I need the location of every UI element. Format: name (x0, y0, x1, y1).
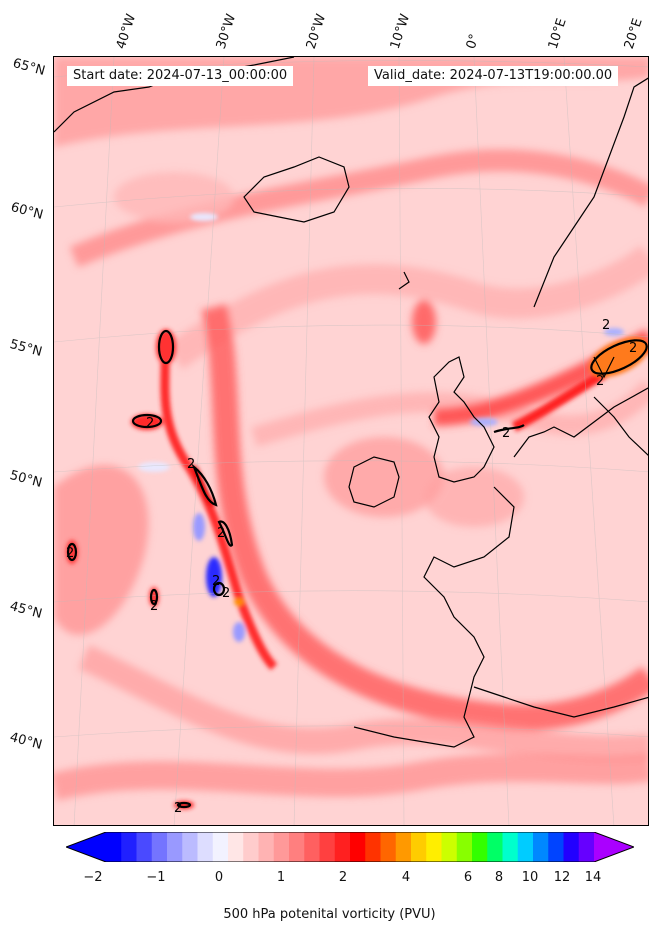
pv-contour (157, 329, 175, 365)
pv-contour (217, 520, 234, 547)
colorbar-segment (548, 832, 564, 862)
colorbar-tick-label: 8 (494, 870, 504, 885)
pv-bands (54, 57, 648, 801)
lon-label: 20°E (621, 16, 646, 51)
contour-label: 2 (66, 546, 74, 561)
map-panel: 2 2 2 2 2 2 2 2 2 2 2 2 (53, 56, 649, 826)
colorbar-segment (426, 832, 442, 862)
lat-label: 55°N (8, 337, 44, 360)
colorbar-tick-label: 0 (214, 870, 224, 885)
potential-vorticity-field: 2 2 2 2 2 2 2 2 2 2 2 2 (54, 57, 648, 825)
colorbar-segment (487, 832, 503, 862)
colorbar (66, 832, 634, 862)
contour-label: 2 (596, 374, 604, 389)
colorbar-max-extend (594, 832, 634, 862)
pv-contour (149, 588, 159, 606)
colorbar-segment (289, 832, 305, 862)
pv-contour (590, 339, 648, 375)
colorbar-tick-label: 6 (463, 870, 473, 885)
colorbar-segment (182, 832, 198, 862)
contour-label: 2 (212, 574, 220, 589)
pv-contour (493, 424, 525, 434)
lon-label: 40°W (113, 12, 140, 51)
pv-contour (212, 581, 226, 597)
pv-contour (191, 463, 218, 507)
colorbar-segment (304, 832, 320, 862)
colorbar-tick-label: 12 (553, 870, 571, 885)
colorbar-segment (136, 832, 153, 862)
contour-label: 2 (187, 457, 195, 472)
colorbar-min-extend (66, 832, 106, 862)
pv-contour (131, 413, 163, 429)
colorbar-segment (243, 832, 259, 862)
lon-label: 20°W (303, 12, 330, 51)
colorbar-segment (411, 832, 427, 862)
colorbar-segment (258, 832, 275, 862)
colorbar-tick-label: 1 (276, 870, 286, 885)
colorbar-tick-label: 10 (521, 870, 539, 885)
valid-date-label: Valid_date: 2024-07-13T19:00:00.00 (368, 66, 619, 86)
colorbar-segment (472, 832, 488, 862)
colorbar-segment (228, 832, 244, 862)
contour-label: 2 (602, 318, 610, 333)
lat-label: 45°N (8, 599, 44, 622)
lat-label: 50°N (8, 468, 44, 491)
france-iberia-coast (353, 486, 515, 748)
negative-pv-blob (206, 557, 222, 597)
colorbar-tick-label: 14 (584, 870, 602, 885)
lon-label: 0° (463, 32, 483, 51)
colorbar-segment (517, 832, 534, 862)
colorbar-tick-label: 2 (338, 870, 348, 885)
colorbar-segment (106, 832, 122, 862)
colorbar-segment (395, 832, 412, 862)
contour-label: 2 (502, 426, 510, 441)
lat-label: 60°N (9, 200, 45, 223)
colorbar-tick-label: −1 (146, 870, 166, 885)
colorbar-segment (380, 832, 397, 862)
colorbar-segment (212, 832, 229, 862)
colorbar-segment (197, 832, 214, 862)
coastlines (54, 57, 648, 748)
colorbar-tick-label: −2 (83, 870, 103, 885)
colorbar-segment (350, 832, 366, 862)
north-sea-coast (513, 387, 648, 458)
colorbar-segment (441, 832, 458, 862)
colorbar-tick-label: 4 (401, 870, 411, 885)
colorbar-segment (121, 832, 137, 862)
start-date-label: Start date: 2024-07-13_00:00:00 (67, 66, 294, 86)
colorbar-segment (319, 832, 336, 862)
colorbar-segment (167, 832, 183, 862)
great-britain-coast (428, 356, 495, 483)
ireland-coast (348, 456, 400, 508)
contour-label: 2 (150, 599, 158, 614)
lon-label: 10°E (545, 16, 570, 51)
lat-label: 65°N (11, 56, 47, 79)
contour-label: 2 (146, 416, 154, 431)
lon-label: 30°W (213, 12, 240, 51)
colorbar-segment (365, 832, 381, 862)
pv-2-contours (66, 329, 648, 809)
contour-label: 2 (222, 586, 230, 601)
bay-coast (473, 686, 648, 718)
contour-label: 2 (217, 526, 225, 541)
colorbar-label: 500 hPa potenital vorticity (PVU) (223, 907, 436, 922)
pv-contour (66, 542, 78, 562)
colorbar-segment (456, 832, 473, 862)
iceland-coast (243, 156, 350, 223)
colorbar-segment (273, 832, 290, 862)
contour-label: 2 (174, 801, 182, 816)
norway-coast (533, 77, 648, 308)
colorbar-segment (578, 832, 595, 862)
colorbar-segment (151, 832, 168, 862)
baltic-coast (593, 396, 648, 456)
colorbar-segment (502, 832, 519, 862)
contour-label: 2 (629, 341, 637, 356)
lon-label: 10°W (387, 12, 414, 51)
lat-label: 40°N (8, 730, 44, 753)
colorbar-segment (334, 832, 351, 862)
colorbar-segment (563, 832, 580, 862)
pv-contour (176, 801, 192, 809)
colorbar-segment (533, 832, 549, 862)
